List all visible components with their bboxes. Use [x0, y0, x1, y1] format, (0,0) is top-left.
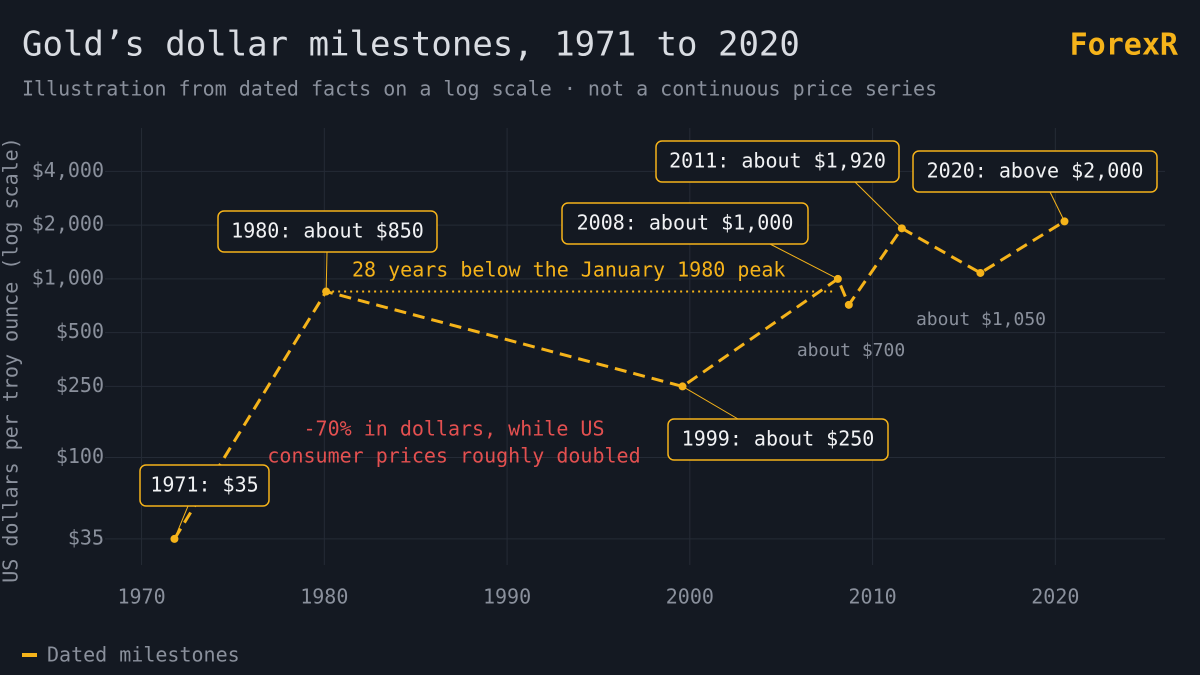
- span-note: 28 years below the January 1980 peak: [352, 258, 785, 282]
- note: about $700: [797, 340, 905, 361]
- x-tick-label: 2000: [666, 585, 714, 609]
- x-tick-label: 1980: [300, 585, 348, 609]
- comparison-note: -70% in dollars, while US: [303, 417, 604, 441]
- y-tick-label: $500: [56, 319, 104, 343]
- y-axis-label: US dollars per troy ounce (log scale): [0, 137, 23, 583]
- callout-label: 1971: $35: [150, 473, 258, 497]
- callout-box: [561, 202, 809, 245]
- point: [976, 268, 985, 277]
- leader-line: [1049, 191, 1065, 222]
- callout-label: 2008: about $1,000: [577, 211, 794, 235]
- y-tick-label: $100: [56, 444, 104, 468]
- note: about $1,050: [916, 309, 1046, 330]
- leader-line: [682, 385, 739, 420]
- y-tick-label: $4,000: [32, 158, 104, 182]
- y-tick-label: $35: [68, 525, 104, 549]
- leader-line: [325, 251, 328, 292]
- series-line: [173, 220, 1066, 540]
- callout-box: [912, 150, 1158, 193]
- callout-label: 2011: about $1,920: [669, 149, 886, 173]
- comparison-note: consumer prices roughly doubled: [267, 444, 640, 468]
- y-tick-label: $250: [56, 373, 104, 397]
- chart-subtitle: Illustration from dated facts on a log s…: [22, 77, 937, 101]
- callout-label: 1999: about $250: [682, 427, 875, 451]
- x-tick-label: 2020: [1031, 585, 1079, 609]
- callout-box: [139, 464, 270, 507]
- x-tick-label: 1970: [117, 585, 165, 609]
- y-tick-label: $2,000: [32, 212, 104, 236]
- leader-line: [769, 243, 839, 280]
- callout-box: [655, 140, 900, 183]
- x-tick-label: 1990: [483, 585, 531, 609]
- point: [844, 300, 853, 309]
- callout-box: [667, 418, 889, 461]
- x-tick-label: 2010: [849, 585, 897, 609]
- chart-title: Gold’s dollar milestones, 1971 to 2020: [22, 25, 800, 65]
- callout-box: [217, 210, 438, 253]
- y-tick-label: $1,000: [32, 265, 104, 289]
- brand: ForexR: [1070, 28, 1179, 63]
- callout-label: 1980: about $850: [231, 219, 424, 243]
- leader-line: [854, 181, 903, 229]
- callout-label: 2020: above $2,000: [927, 159, 1144, 183]
- legend-label: Dated milestones: [47, 643, 240, 667]
- legend-swatch: [22, 653, 37, 657]
